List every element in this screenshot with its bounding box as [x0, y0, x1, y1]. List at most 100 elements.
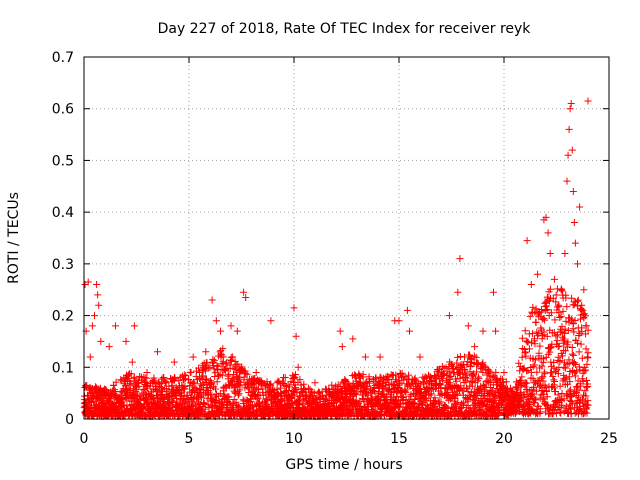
data-point — [233, 327, 241, 335]
data-point — [314, 389, 322, 397]
data-point — [476, 385, 484, 393]
data-point — [377, 412, 385, 420]
data-point — [217, 408, 225, 416]
data-point — [456, 352, 464, 360]
data-point — [91, 312, 98, 320]
data-point — [422, 396, 430, 404]
data-point — [171, 374, 179, 382]
data-point — [584, 97, 592, 105]
data-point — [182, 372, 190, 380]
data-point — [423, 385, 431, 393]
x-tick-labels: 0 5 10 15 20 25 — [80, 431, 618, 447]
data-point — [369, 387, 377, 395]
data-point — [143, 368, 151, 376]
data-point — [422, 395, 430, 403]
data-point — [95, 301, 103, 309]
data-point — [467, 362, 475, 370]
data-point — [371, 387, 379, 395]
data-point — [556, 314, 564, 322]
data-point — [582, 345, 590, 353]
data-point — [529, 303, 537, 311]
data-point — [546, 250, 554, 258]
data-point — [304, 384, 312, 392]
data-point — [471, 343, 479, 351]
data-point — [558, 352, 566, 360]
data-point — [447, 372, 455, 380]
data-point — [202, 376, 210, 384]
data-point — [458, 400, 466, 408]
data-point — [93, 281, 101, 289]
data-point — [556, 382, 564, 390]
data-point — [219, 345, 227, 353]
data-point — [534, 270, 542, 278]
data-point — [427, 374, 434, 382]
data-point — [561, 250, 569, 258]
data-point — [453, 391, 461, 399]
data-point — [406, 327, 413, 335]
data-point — [552, 291, 560, 299]
data-point — [225, 393, 233, 401]
data-point — [436, 400, 444, 408]
data-point — [546, 285, 554, 293]
data-point — [210, 356, 218, 364]
data-point — [554, 353, 562, 361]
data-point — [582, 322, 590, 330]
data-point — [570, 328, 578, 336]
data-point — [557, 286, 565, 294]
data-point — [416, 385, 424, 393]
data-point — [472, 353, 480, 361]
data-point — [561, 364, 569, 372]
data-point — [584, 401, 592, 409]
data-point — [498, 375, 506, 383]
x-tick-label: 25 — [600, 431, 618, 447]
data-point — [295, 396, 303, 404]
data-point — [420, 378, 428, 386]
data-point — [235, 403, 243, 411]
data-point — [574, 296, 582, 304]
data-point — [296, 376, 304, 384]
data-point — [428, 377, 436, 385]
data-point — [541, 316, 549, 324]
data-point — [456, 404, 464, 412]
data-point — [490, 288, 497, 296]
data-point — [574, 339, 582, 347]
data-point — [292, 332, 300, 340]
data-point — [267, 317, 275, 325]
data-point — [569, 351, 577, 359]
data-point — [396, 403, 404, 411]
data-point — [403, 306, 411, 314]
data-point — [566, 105, 574, 113]
data-point — [456, 255, 464, 263]
data-point — [536, 342, 544, 350]
data-point — [568, 350, 576, 358]
data-point — [522, 352, 530, 360]
data-point — [579, 377, 587, 385]
data-point — [580, 286, 588, 294]
data-point — [122, 337, 130, 345]
data-point — [568, 294, 576, 302]
data-point — [286, 383, 294, 391]
data-point — [440, 370, 448, 378]
data-point — [521, 327, 529, 335]
data-point — [499, 378, 507, 386]
data-point — [575, 363, 583, 371]
data-point — [492, 327, 500, 335]
data-point — [564, 338, 572, 346]
data-point — [130, 373, 138, 381]
data-point — [227, 322, 235, 330]
data-point — [470, 370, 478, 378]
data-points — [80, 97, 592, 420]
data-point — [532, 396, 540, 404]
data-point — [562, 374, 570, 382]
data-point — [575, 393, 583, 401]
data-point — [584, 326, 592, 334]
data-point — [208, 296, 216, 304]
data-point — [338, 343, 346, 351]
data-point — [558, 401, 566, 409]
data-point — [218, 371, 226, 379]
data-point — [328, 381, 336, 389]
data-point — [561, 347, 569, 355]
data-point — [561, 337, 569, 345]
data-point — [452, 403, 460, 411]
